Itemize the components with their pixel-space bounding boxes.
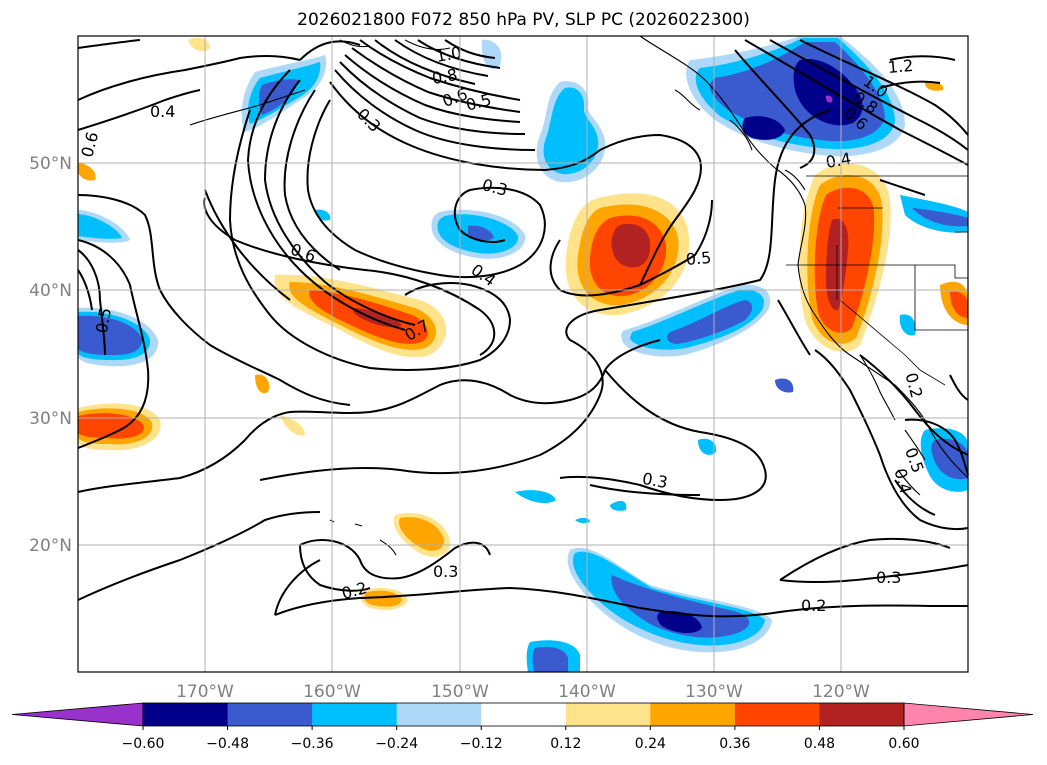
lon-label: 140°W: [558, 682, 616, 702]
longitude-labels: 170°W 160°W 150°W 140°W 130°W 120°W: [176, 682, 870, 702]
pv-negative-region: [657, 610, 702, 634]
pv-negative-region: [610, 500, 627, 511]
map-frame: [77, 35, 969, 673]
lon-label: 130°W: [685, 682, 743, 702]
colorbar-tick-label: −0.48: [206, 736, 249, 752]
pv-negative-region: [532, 646, 568, 672]
pv-negative-region: [912, 208, 968, 227]
contour-label: 0.5: [464, 90, 494, 115]
colorbar-swatch: [396, 703, 482, 726]
graticule: [78, 36, 968, 672]
lat-label: 50°N: [29, 154, 72, 174]
colorbar-extend-low: [11, 702, 144, 727]
lon-label: 170°W: [176, 682, 234, 702]
pv-negative-region: [742, 116, 785, 140]
contour-label: 0.5: [685, 248, 712, 269]
pv-positive-region: [950, 291, 968, 318]
pv-negative-region: [78, 315, 142, 356]
colorbar-tick-label: −0.36: [291, 736, 334, 752]
pv-positive-region: [280, 415, 305, 436]
colorbar-swatch: [312, 703, 398, 726]
pv-negative-region: [481, 39, 502, 69]
pv-negative-region: [793, 59, 863, 126]
colorbar-tick-label: 0.48: [804, 736, 835, 752]
pv-positive-region: [255, 374, 270, 394]
colorbar-tick-label: 0.24: [635, 736, 666, 752]
lon-label: 120°W: [812, 682, 870, 702]
pv-negative-region: [630, 289, 764, 350]
contour-label: 0.2: [801, 596, 826, 615]
lat-label: 30°N: [29, 409, 72, 429]
pv-negative-region: [468, 225, 494, 241]
colorbar-tick-label: −0.24: [375, 736, 418, 752]
contour-label: 0.3: [641, 469, 669, 492]
pv-negative-region: [575, 517, 590, 524]
pv-positive-region: [611, 223, 651, 268]
pv-negative-region: [78, 214, 122, 239]
lat-label: 40°N: [29, 281, 72, 301]
map-title: 2026021800 F072 850 hPa PV, SLP PC (2026…: [297, 10, 750, 30]
colorbar-tick-label: −0.60: [122, 736, 165, 752]
pv-negative-region: [611, 575, 750, 638]
pv-positive-region: [353, 308, 402, 328]
contour-label: 0.4: [150, 102, 175, 121]
political-borders: [786, 175, 968, 386]
colorbar-tick-label: 0.60: [888, 736, 919, 752]
contour-label: 1.2: [887, 56, 914, 77]
pv-negative-region: [667, 300, 753, 344]
colorbar: −0.60 −0.48 −0.36 −0.24 −0.12 0.12 0.24 0.36 0.4…: [11, 702, 1034, 752]
pv-positive-region: [925, 81, 944, 91]
pv-positive-region: [78, 413, 145, 439]
pv-positive-region: [188, 37, 210, 52]
pv-positive-region: [78, 162, 96, 181]
colorbar-extend-high: [903, 702, 1034, 727]
contour-label: 0.3: [353, 104, 384, 135]
contour-label: 0.4: [824, 149, 852, 172]
pv-negative-region: [899, 314, 916, 336]
pv-negative-region: [825, 95, 833, 103]
contour-label: 0.8: [430, 65, 458, 88]
pv-negative-region: [543, 87, 599, 175]
lon-label: 160°W: [303, 682, 361, 702]
latitude-labels: 50°N 40°N 30°N 20°N: [29, 154, 72, 556]
slp-contours: [77, 39, 969, 618]
colorbar-tick-label: −0.12: [460, 736, 503, 752]
pv-shading: [78, 36, 968, 672]
contour-label: 0.3: [480, 175, 510, 200]
colorbar-swatch: [227, 703, 313, 726]
contour-label: 0.5: [92, 306, 115, 334]
colorbar-swatch: [734, 703, 820, 726]
pv-positive-region: [399, 517, 444, 551]
pv-positive-region: [364, 590, 402, 607]
contour-label: 0.3: [433, 562, 458, 581]
colorbar-tick-label: 0.36: [719, 736, 750, 752]
contour-label: 1.0: [434, 43, 462, 66]
colorbar-frame: [142, 702, 905, 727]
colorbar-swatch: [565, 703, 651, 726]
colorbar-swatch: [650, 703, 736, 726]
pv-negative-region: [259, 79, 298, 115]
contour-label: 0.6: [77, 130, 102, 160]
colorbar-swatch: [143, 703, 229, 726]
pv-negative-region: [515, 490, 556, 504]
pv-negative-region: [698, 438, 717, 455]
lon-label: 150°W: [431, 682, 489, 702]
colorbar-swatch: [819, 703, 905, 726]
colorbar-swatch: [481, 703, 567, 726]
lat-label: 20°N: [29, 536, 72, 556]
pv-negative-region: [775, 378, 794, 393]
contour-label: 0.3: [876, 568, 901, 587]
colorbar-tick-label: 0.12: [550, 736, 581, 752]
